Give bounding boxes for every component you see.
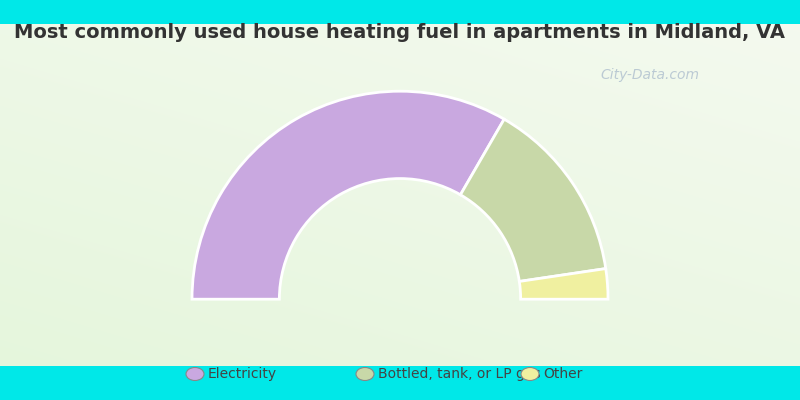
Ellipse shape [356, 368, 374, 380]
Text: City-Data.com: City-Data.com [601, 68, 699, 82]
Bar [0, 0, 800, 24]
Text: Most commonly used house heating fuel in apartments in Midland, VA: Most commonly used house heating fuel in… [14, 22, 786, 42]
Wedge shape [461, 119, 606, 282]
Ellipse shape [186, 368, 204, 380]
Text: Bottled, tank, or LP gas: Bottled, tank, or LP gas [378, 367, 541, 381]
Bar [0, 366, 800, 400]
Ellipse shape [521, 368, 539, 380]
Wedge shape [519, 268, 608, 299]
Text: Electricity: Electricity [208, 367, 277, 381]
Text: Other: Other [543, 367, 582, 381]
Wedge shape [192, 91, 504, 299]
